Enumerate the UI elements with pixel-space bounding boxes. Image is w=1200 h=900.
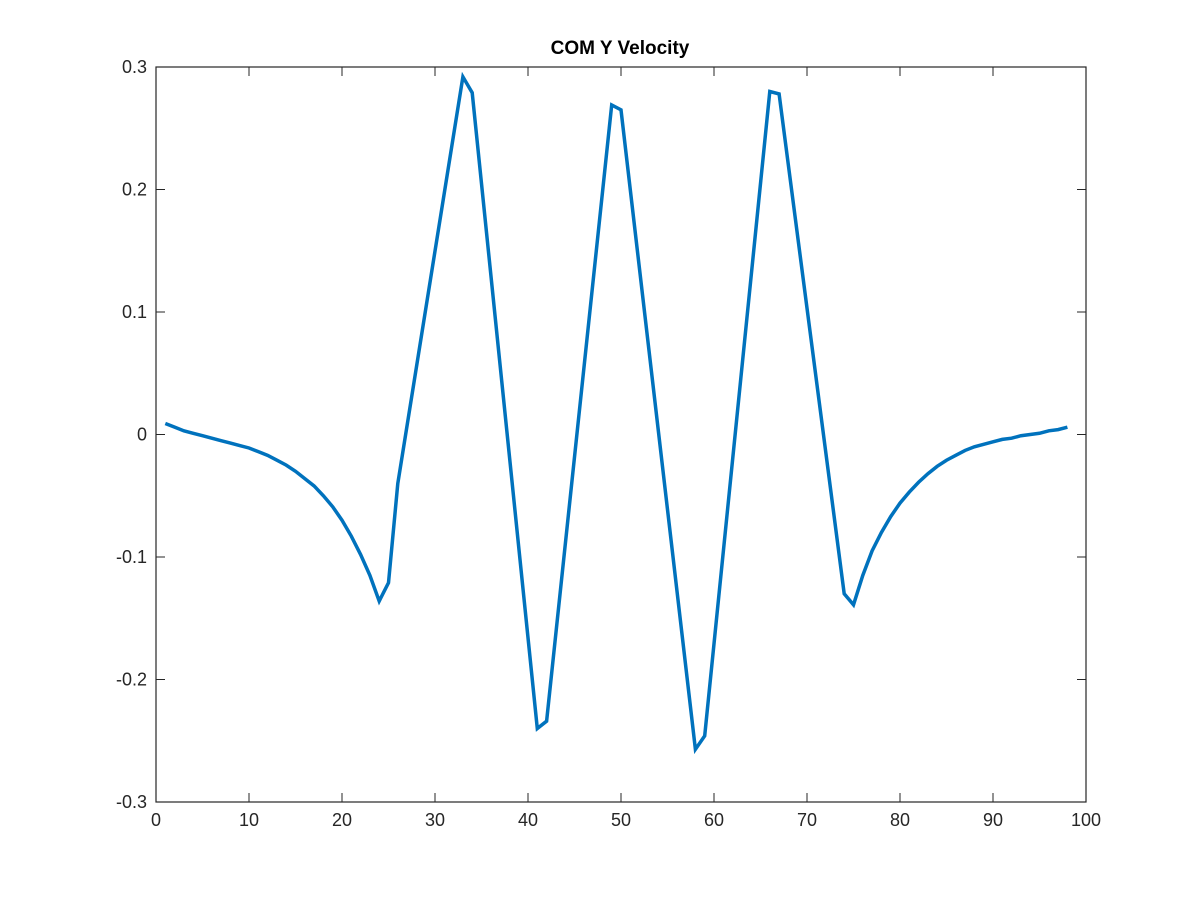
chart-title: COM Y Velocity	[551, 38, 690, 59]
x-tick-label: 70	[797, 810, 817, 830]
y-tick-label: 0.3	[122, 57, 147, 77]
x-tick-label: 30	[425, 810, 445, 830]
x-tick-label: 40	[518, 810, 538, 830]
x-tick-label: 80	[890, 810, 910, 830]
y-tick-label: -0.1	[116, 547, 147, 567]
y-tick-label: -0.3	[116, 792, 147, 812]
x-tick-label: 60	[704, 810, 724, 830]
series-line	[164, 71, 1068, 755]
y-tick-label: 0	[137, 425, 147, 445]
x-tick-label: 50	[611, 810, 631, 830]
axes-box	[155, 66, 1087, 803]
tick-layer: 0 10 20 30 40 50 60 70 80 90 100 -0.3 -0.2 -0.1 0 0.1 0.…	[116, 57, 1101, 830]
x-tick-label: 20	[332, 810, 352, 830]
x-tick-label: 0	[151, 810, 161, 830]
y-tick-label: 0.2	[122, 180, 147, 200]
plot-layer	[164, 71, 1068, 755]
y-tick-label: -0.2	[116, 670, 147, 690]
x-tick-label: 100	[1071, 810, 1101, 830]
x-tick-label: 10	[239, 810, 259, 830]
x-tick-label: 90	[983, 810, 1003, 830]
y-tick-label: 0.1	[122, 302, 147, 322]
